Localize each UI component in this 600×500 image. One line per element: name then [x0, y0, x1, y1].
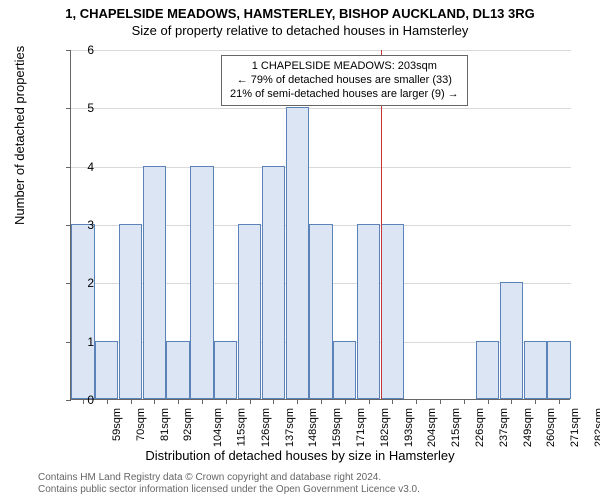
xtick-label: 159sqm — [331, 408, 343, 447]
histogram-bar — [381, 224, 404, 399]
y-axis-label: Number of detached properties — [12, 46, 27, 225]
annotation-box: 1 CHAPELSIDE MEADOWS: 203sqm← 79% of det… — [221, 55, 468, 106]
histogram-bar — [286, 107, 309, 399]
xtick-mark — [297, 399, 298, 404]
gridline — [71, 108, 571, 109]
histogram-bar — [357, 224, 380, 399]
xtick-label: 249sqm — [522, 408, 534, 447]
histogram-bar — [166, 341, 189, 399]
xtick-label: 204sqm — [427, 408, 439, 447]
chart-title-sub: Size of property relative to detached ho… — [0, 21, 600, 38]
ytick-label: 1 — [87, 335, 94, 349]
xtick-mark — [83, 399, 84, 404]
xtick-label: 226sqm — [474, 408, 486, 447]
xtick-mark — [369, 399, 370, 404]
histogram-bar — [214, 341, 237, 399]
ytick-label: 6 — [87, 43, 94, 57]
xtick-label: 193sqm — [403, 408, 415, 447]
xtick-mark — [345, 399, 346, 404]
xtick-label: 137sqm — [284, 408, 296, 447]
ytick-label: 5 — [87, 101, 94, 115]
ytick-mark — [66, 400, 71, 401]
xtick-mark — [511, 399, 512, 404]
xtick-label: 215sqm — [450, 408, 462, 447]
xtick-label: 92sqm — [182, 408, 194, 441]
xtick-label: 271sqm — [569, 408, 581, 447]
xtick-mark — [488, 399, 489, 404]
annotation-line: 1 CHAPELSIDE MEADOWS: 203sqm — [230, 60, 459, 74]
histogram-bar — [547, 341, 570, 399]
histogram-bar — [238, 224, 261, 399]
xtick-label: 59sqm — [111, 408, 123, 441]
histogram-bar — [143, 166, 166, 399]
xtick-label: 260sqm — [546, 408, 558, 447]
chart-area: 1 CHAPELSIDE MEADOWS: 203sqm← 79% of det… — [70, 50, 570, 400]
chart-title-main: 1, CHAPELSIDE MEADOWS, HAMSTERLEY, BISHO… — [0, 0, 600, 21]
footer-line2: Contains public sector information licen… — [38, 484, 420, 496]
xtick-label: 126sqm — [260, 408, 272, 447]
ytick-label: 3 — [87, 218, 94, 232]
ytick-mark — [66, 50, 71, 51]
histogram-bar — [333, 341, 356, 399]
xtick-label: 104sqm — [212, 408, 224, 447]
histogram-bar — [71, 224, 94, 399]
ytick-mark — [66, 167, 71, 168]
x-axis-label: Distribution of detached houses by size … — [0, 448, 600, 463]
histogram-bar — [262, 166, 285, 399]
ytick-label: 2 — [87, 276, 94, 290]
xtick-label: 148sqm — [308, 408, 320, 447]
xtick-mark — [250, 399, 251, 404]
histogram-bar — [309, 224, 332, 399]
xtick-mark — [202, 399, 203, 404]
xtick-mark — [273, 399, 274, 404]
xtick-mark — [464, 399, 465, 404]
gridline — [71, 50, 571, 51]
xtick-mark — [107, 399, 108, 404]
ytick-label: 0 — [87, 393, 94, 407]
histogram-bar — [500, 282, 523, 399]
ytick-label: 4 — [87, 160, 94, 174]
xtick-mark — [154, 399, 155, 404]
xtick-label: 171sqm — [355, 408, 367, 447]
footer-line1: Contains HM Land Registry data © Crown c… — [38, 472, 420, 484]
xtick-label: 81sqm — [159, 408, 171, 441]
xtick-label: 282sqm — [593, 408, 600, 447]
histogram-bar — [95, 341, 118, 399]
xtick-mark — [535, 399, 536, 404]
xtick-label: 237sqm — [498, 408, 510, 447]
histogram-bar — [476, 341, 499, 399]
histogram-bar — [119, 224, 142, 399]
histogram-bar — [190, 166, 213, 399]
annotation-line: 21% of semi-detached houses are larger (… — [230, 88, 459, 102]
xtick-mark — [392, 399, 393, 404]
plot-region: 1 CHAPELSIDE MEADOWS: 203sqm← 79% of det… — [70, 50, 570, 400]
xtick-mark — [226, 399, 227, 404]
annotation-line: ← 79% of detached houses are smaller (33… — [230, 74, 459, 88]
xtick-mark — [131, 399, 132, 404]
xtick-label: 115sqm — [235, 408, 247, 446]
footer-attribution: Contains HM Land Registry data © Crown c… — [38, 472, 420, 496]
xtick-mark — [559, 399, 560, 404]
xtick-mark — [440, 399, 441, 404]
histogram-bar — [524, 341, 547, 399]
ytick-mark — [66, 108, 71, 109]
xtick-mark — [321, 399, 322, 404]
xtick-mark — [178, 399, 179, 404]
xtick-label: 182sqm — [379, 408, 391, 447]
xtick-label: 70sqm — [135, 408, 147, 441]
xtick-mark — [416, 399, 417, 404]
